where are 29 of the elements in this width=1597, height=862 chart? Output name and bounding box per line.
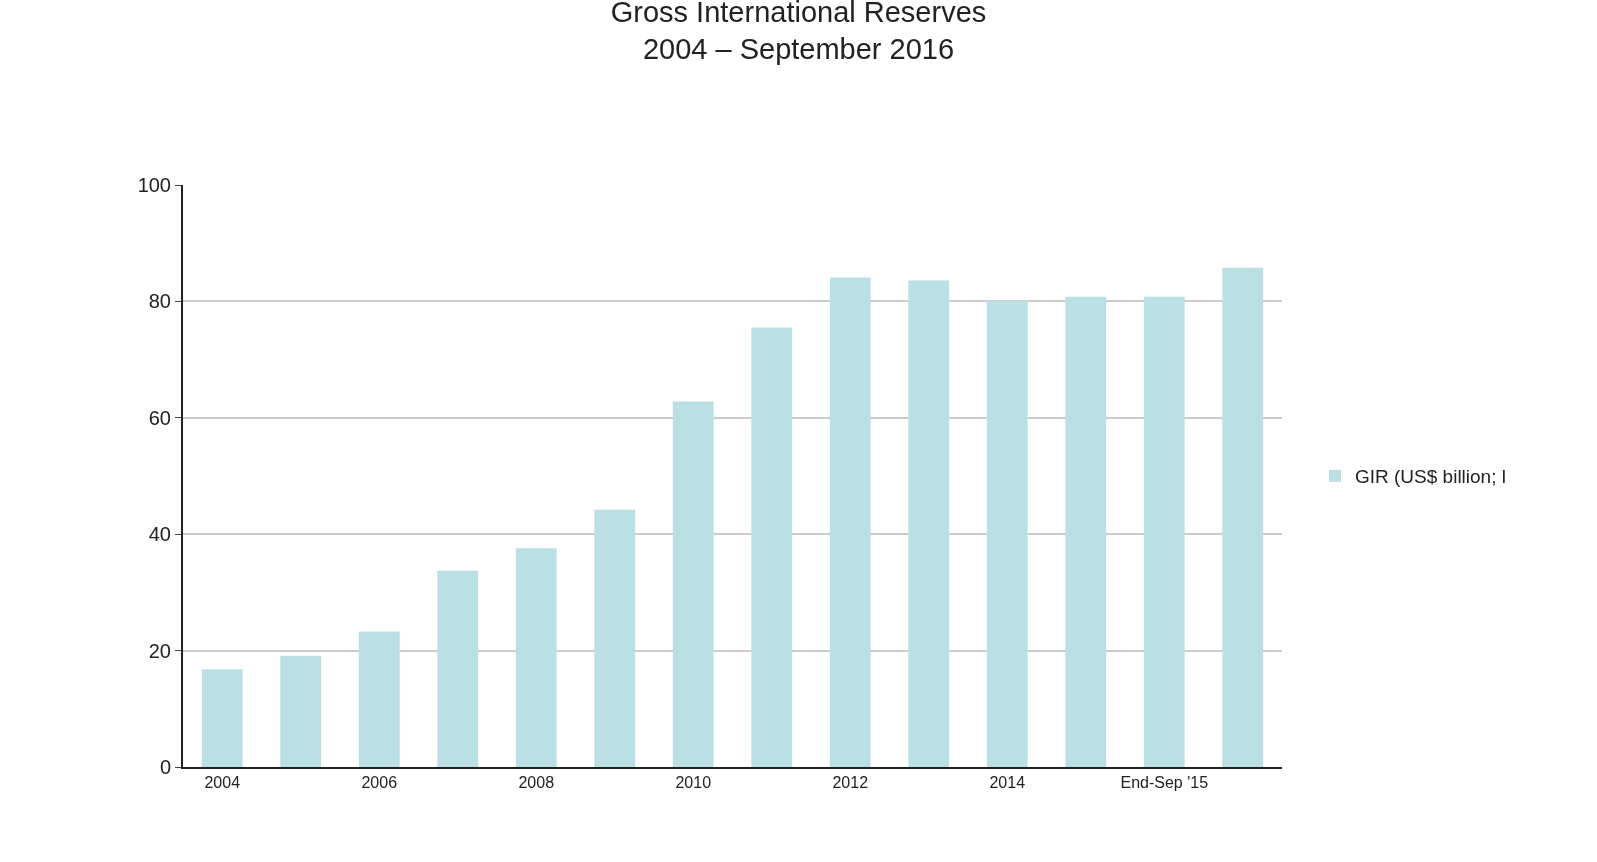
y-tick-label: 0 <box>159 756 171 778</box>
chart-title: Gross International Reserves 2004 – September 2016 <box>610 0 987 66</box>
bar <box>751 327 793 767</box>
y-tick-label: 100 <box>137 174 171 196</box>
bar <box>986 300 1028 767</box>
x-tick-label: 2012 <box>832 774 869 792</box>
bar <box>829 277 871 767</box>
y-tick-label: 20 <box>148 639 171 662</box>
bar <box>280 655 322 767</box>
bar <box>672 401 714 767</box>
bar <box>1222 267 1264 767</box>
x-tick-label: 2008 <box>518 774 555 792</box>
bar <box>515 548 557 767</box>
bar <box>908 280 950 767</box>
legend-label: GIR (US$ billion; l <box>1354 466 1506 488</box>
bar <box>1065 296 1107 767</box>
bar <box>1143 296 1185 767</box>
x-tick-label: End-Sep '15 <box>1120 774 1209 792</box>
x-tick-label: 2006 <box>361 774 398 792</box>
bar <box>358 631 400 767</box>
bar <box>201 669 243 767</box>
y-tick-label: 80 <box>148 290 171 313</box>
y-tick-label: 60 <box>148 406 171 429</box>
x-tick-label: 2010 <box>675 774 712 792</box>
bar <box>594 509 636 767</box>
y-tick-label: 40 <box>148 523 171 546</box>
x-tick-label: 2014 <box>989 774 1026 792</box>
x-tick-label: 2004 <box>204 774 241 792</box>
bar <box>437 570 479 767</box>
